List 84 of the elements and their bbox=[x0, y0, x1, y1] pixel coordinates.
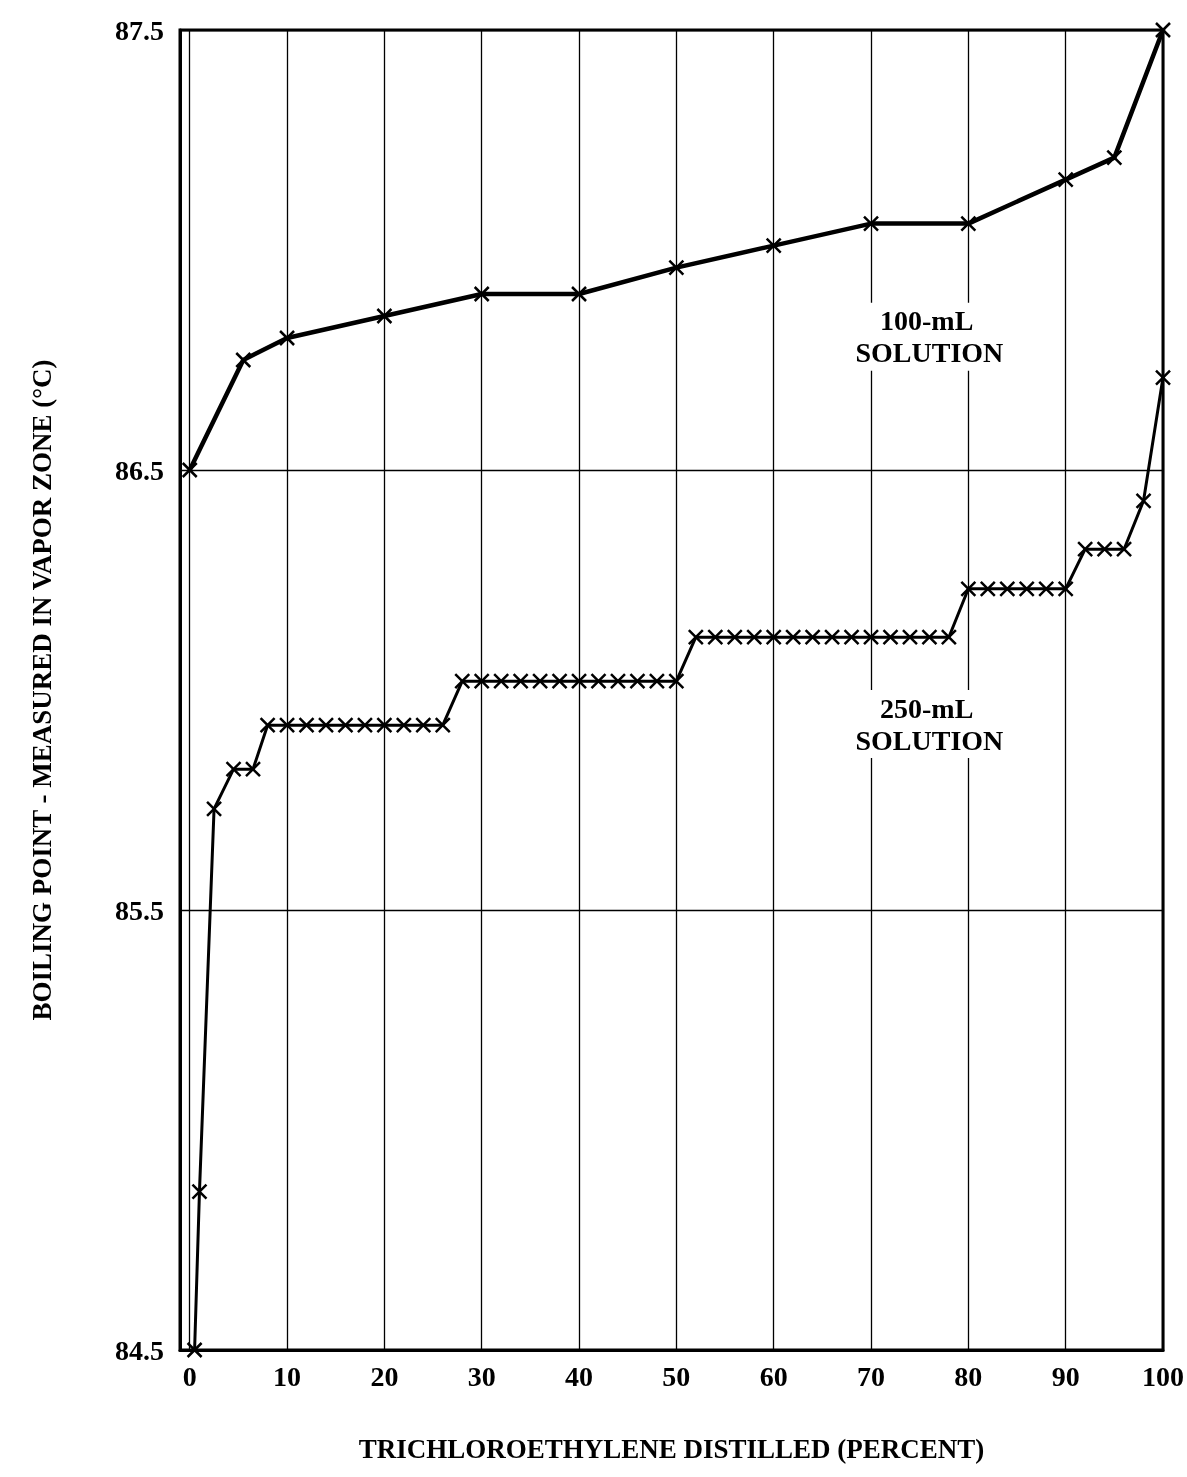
point bbox=[205, 800, 223, 818]
point bbox=[960, 580, 977, 598]
point bbox=[648, 672, 666, 690]
x-axis-title: TRICHLOROETHYLENE DISTILLED (PERCENT) bbox=[358, 1433, 985, 1464]
x-tick-label: 90 bbox=[1051, 1360, 1080, 1392]
point bbox=[1154, 369, 1172, 386]
x-tick-label: 30 bbox=[467, 1360, 496, 1392]
y-tick-label: 85.5 bbox=[115, 894, 164, 926]
point bbox=[882, 628, 899, 646]
x-tick-label: 100 bbox=[1142, 1360, 1184, 1392]
point bbox=[434, 716, 452, 734]
point bbox=[551, 672, 568, 690]
point bbox=[278, 329, 296, 347]
point bbox=[843, 628, 860, 646]
series-label: 250-mL SOLUTION bbox=[855, 692, 1004, 756]
point bbox=[259, 716, 276, 734]
point bbox=[668, 672, 685, 690]
point bbox=[570, 672, 588, 690]
point bbox=[278, 716, 296, 734]
point bbox=[415, 716, 432, 734]
point bbox=[492, 672, 510, 690]
point bbox=[454, 672, 471, 690]
point bbox=[1057, 580, 1074, 598]
point bbox=[999, 580, 1016, 598]
point bbox=[337, 716, 354, 734]
point bbox=[235, 351, 252, 369]
point bbox=[726, 628, 744, 646]
y-tick-label: 84.5 bbox=[115, 1334, 164, 1366]
point bbox=[1018, 580, 1035, 598]
point bbox=[901, 628, 919, 646]
point bbox=[570, 285, 588, 303]
point bbox=[531, 672, 549, 690]
point bbox=[745, 628, 763, 646]
y-axis-title: BOILING POINT - MEASURED IN VAPOR ZONE (°C) bbox=[26, 359, 57, 1021]
point bbox=[862, 628, 880, 646]
point bbox=[590, 672, 607, 690]
point bbox=[473, 285, 490, 303]
point bbox=[317, 716, 335, 734]
point bbox=[784, 628, 802, 646]
point bbox=[225, 760, 242, 778]
point bbox=[1106, 149, 1123, 166]
point bbox=[356, 716, 374, 734]
point bbox=[186, 1341, 203, 1359]
point bbox=[191, 1183, 208, 1200]
point bbox=[244, 760, 262, 778]
point bbox=[1057, 171, 1074, 188]
point bbox=[1135, 492, 1152, 510]
point bbox=[1037, 580, 1055, 598]
x-tick-label: 0 bbox=[182, 1360, 197, 1392]
point bbox=[1096, 540, 1113, 558]
point bbox=[765, 237, 782, 254]
point bbox=[960, 215, 977, 232]
point bbox=[512, 672, 529, 690]
point bbox=[629, 672, 646, 690]
point bbox=[668, 259, 685, 276]
point bbox=[1115, 540, 1133, 558]
point bbox=[1076, 540, 1094, 558]
point bbox=[921, 628, 938, 646]
x-tick-label: 40 bbox=[565, 1360, 594, 1392]
x-tick-label: 60 bbox=[759, 1360, 788, 1392]
point bbox=[181, 461, 198, 479]
point bbox=[473, 672, 490, 690]
point bbox=[707, 628, 724, 646]
point bbox=[940, 628, 958, 646]
point bbox=[395, 716, 413, 734]
y-tick-label: 86.5 bbox=[115, 454, 164, 486]
point bbox=[823, 628, 841, 646]
x-tick-label: 10 bbox=[273, 1360, 302, 1392]
x-tick-label: 70 bbox=[857, 1360, 886, 1392]
x-tick-label: 50 bbox=[662, 1360, 691, 1392]
text: 100-mL SOLUTION bbox=[855, 305, 1004, 369]
point bbox=[298, 716, 315, 734]
point bbox=[862, 215, 880, 232]
point bbox=[687, 628, 705, 646]
point bbox=[979, 580, 997, 598]
point bbox=[1154, 21, 1172, 39]
point bbox=[765, 628, 782, 646]
x-tick-label: 80 bbox=[954, 1360, 983, 1392]
y-tick-label: 87.5 bbox=[115, 14, 164, 46]
point bbox=[376, 716, 393, 734]
point bbox=[609, 672, 627, 690]
x-tick-label: 20 bbox=[370, 1360, 399, 1392]
point bbox=[376, 307, 393, 325]
point bbox=[804, 628, 821, 646]
